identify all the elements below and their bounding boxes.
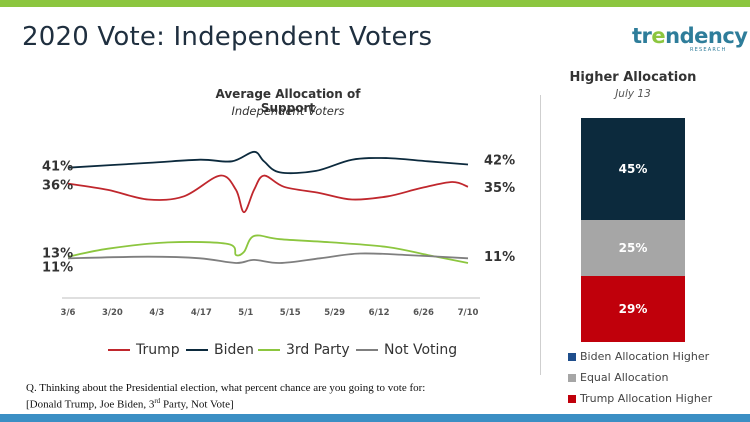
bottom-accent-bar [0, 414, 750, 422]
legend-line-trump [108, 349, 130, 351]
stacked-bar-title: Higher Allocation [569, 70, 697, 85]
start-label-trump: 36% [42, 179, 73, 194]
footnote-line-1: Q. Thinking about the Presidential elect… [26, 382, 426, 394]
footnote-line-2-suffix: Party, Not Vote] [160, 398, 234, 411]
footnote-line-2-prefix: [Donald Trump, Joe Biden, 3 [26, 398, 155, 411]
trendency-logo: trendency RESEARCH [632, 24, 748, 54]
end-label-3rd-party: 11% [484, 250, 515, 265]
end-label-trump: 35% [484, 181, 515, 196]
x-tick-label: 5/15 [280, 308, 301, 318]
stacked-bar-segment-equal: 25% [581, 219, 685, 277]
side-legend-swatch-equal [568, 373, 576, 382]
x-tick-label: 6/12 [369, 308, 390, 318]
x-tick-label: 4/17 [191, 308, 212, 318]
series-line-3rd-party [67, 234, 469, 264]
start-label-not-voting: 11% [42, 260, 73, 275]
legend-label-biden: Biden [214, 342, 254, 358]
legend-label-not-voting: Not Voting [384, 342, 458, 358]
line-chart-subtitle: Independent Voters [231, 104, 345, 118]
series-line-biden [67, 150, 469, 175]
line-chart-title: Average Allocation of Support [215, 87, 361, 115]
legend-line-not-voting [356, 349, 378, 351]
logo-subtitle: RESEARCH [690, 47, 727, 53]
stacked-bar-segment-biden-higher: 45% [581, 118, 685, 220]
side-legend-swatch-biden [568, 352, 576, 361]
side-legend-biden-higher: Biden Allocation Higher [568, 350, 709, 363]
x-tick-label: 7/10 [458, 308, 479, 318]
footnote-line-2: [Donald Trump, Joe Biden, 3rd Party, Not… [26, 395, 425, 412]
legend-item-biden: Biden [186, 342, 254, 358]
stacked-bar-segment-trump-higher: 29% [581, 276, 685, 342]
side-legend-label-biden: Biden Allocation Higher [580, 350, 710, 363]
legend-line-biden [186, 349, 208, 351]
panel-divider [540, 95, 541, 375]
x-tick-label: 5/29 [324, 308, 345, 318]
x-tick-label: 5/1 [238, 308, 253, 318]
side-legend-trump-higher: Trump Allocation Higher [568, 392, 712, 405]
legend-line-third-party [258, 349, 280, 351]
start-label-biden: 41% [42, 160, 73, 175]
x-tick-label: 6/26 [413, 308, 434, 318]
logo-part-accent: e [651, 24, 666, 48]
top-accent-bar [0, 0, 750, 7]
series-line-trump [67, 174, 469, 214]
side-legend-label-trump: Trump Allocation Higher [580, 392, 713, 405]
question-footnote: Q. Thinking about the Presidential elect… [26, 382, 425, 412]
legend-label-third-party: 3rd Party [286, 342, 350, 358]
footnote-line-2-sup: rd [154, 397, 161, 405]
slide-title: 2020 Vote: Independent Voters [22, 22, 433, 52]
stacked-bar-subtitle: July 13 [615, 88, 651, 100]
end-label-biden: 42% [484, 154, 515, 169]
x-tick-label: 4/3 [149, 308, 164, 318]
legend-item-not-voting: Not Voting [356, 342, 457, 358]
start-label-3rd-party: 13% [42, 247, 73, 262]
logo-part-start: tr [632, 24, 652, 48]
logo-wordmark: trendency [632, 24, 748, 48]
x-tick-label: 3/6 [61, 308, 76, 318]
side-legend-label-equal: Equal Allocation [580, 371, 669, 384]
series-line-not-voting [67, 252, 469, 264]
series-lines [67, 150, 469, 264]
legend-item-third-party: 3rd Party [258, 342, 350, 358]
side-legend-swatch-trump [568, 394, 576, 403]
x-tick-label: 3/20 [102, 308, 123, 318]
logo-part-end: ndency [665, 24, 748, 48]
x-axis-ticks: 3/6 3/20 4/3 4/17 5/1 5/15 5/29 6/12 6/26 7/10 [61, 308, 479, 318]
side-legend-equal: Equal Allocation [568, 371, 668, 384]
legend-label-trump: Trump [136, 342, 180, 358]
legend-item-trump: Trump [108, 342, 180, 358]
series-end-labels: 36%41%13%11%42%35%11% [42, 154, 515, 276]
